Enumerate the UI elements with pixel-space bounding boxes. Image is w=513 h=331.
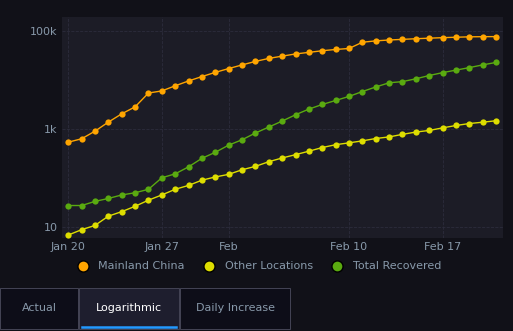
- Text: Actual: Actual: [22, 303, 56, 313]
- Legend: Mainland China, Other Locations, Total Recovered: Mainland China, Other Locations, Total R…: [72, 261, 441, 271]
- Text: Logarithmic: Logarithmic: [96, 303, 162, 313]
- Bar: [0, 288, 78, 329]
- Bar: [180, 288, 290, 329]
- Bar: [79, 288, 179, 329]
- Text: Daily Increase: Daily Increase: [195, 303, 274, 313]
